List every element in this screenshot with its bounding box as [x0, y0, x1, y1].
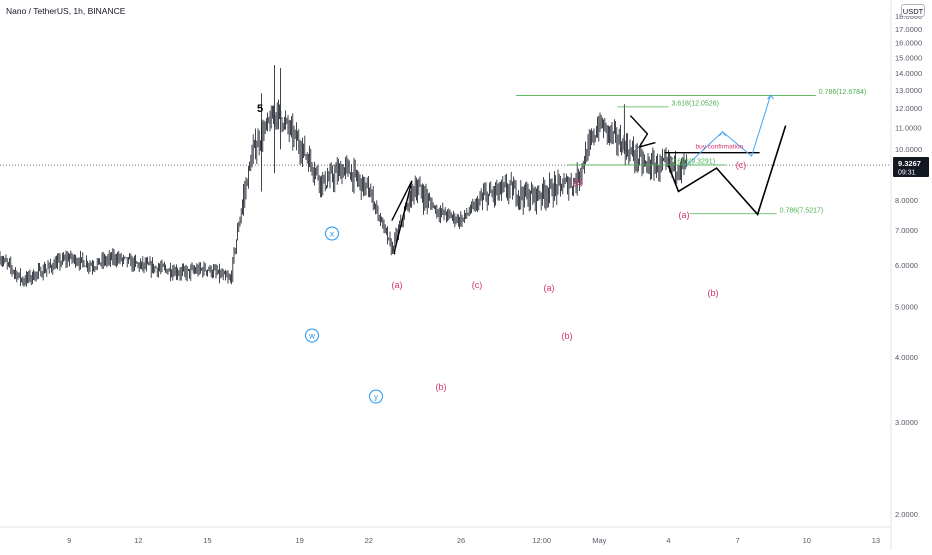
wave-label: (a) [544, 283, 555, 293]
alternate-arrow-a [719, 130, 726, 137]
symbol-exchange: BINANCE [87, 6, 126, 16]
price-tick-label: 3.0000 [895, 418, 918, 427]
price-axis-border [0, 0, 892, 550]
wave-label: (c) [573, 177, 584, 187]
time-tick-label: 12 [134, 536, 142, 545]
price-tick-label: 10.0000 [895, 145, 922, 154]
wedge-pattern [391, 180, 413, 255]
fib-level-label: 0.786(7.5217) [780, 207, 824, 214]
wave-label: (a) [392, 280, 403, 290]
price-tick-label: 15.0000 [895, 53, 922, 62]
countdown-label: 09:31 [898, 170, 916, 177]
wave-label: 5 [257, 103, 263, 115]
wave-label: (a) [679, 210, 690, 220]
time-tick-label: 22 [365, 536, 373, 545]
fib-level-label: 0.786(12.6784) [819, 89, 866, 96]
drawings-layer [0, 94, 891, 255]
fib-level-label: 0.618(9.3291) [671, 158, 715, 165]
wave-label: x [330, 230, 334, 239]
time-tick-label: 9 [67, 536, 71, 545]
fib-level-label: 3.618(12.0526) [671, 100, 718, 107]
price-tick-label: 8.0000 [895, 196, 918, 205]
time-tick-label: 12:00 [532, 536, 551, 545]
alternate-path [686, 94, 772, 167]
projection-path [667, 125, 787, 217]
alternate-arrow-c [767, 94, 775, 100]
wave-label: (b) [562, 331, 573, 341]
price-axis[interactable]: 18.000017.000016.000015.000014.000013.00… [893, 12, 929, 519]
price-tick-label: 14.0000 [895, 69, 922, 78]
symbol-title: Nano / TetherUS, 1h, BINANCE [6, 6, 126, 16]
time-tick-label: 13 [872, 536, 880, 545]
time-tick-label: 15 [203, 536, 211, 545]
wave-label: w [308, 332, 315, 341]
time-axis[interactable]: 9 12 15 19 22 26 12:00 May 4 7 10 13 [67, 536, 880, 545]
time-tick-label: May [592, 536, 606, 545]
buy-confirmation-label: buy confirmation [696, 144, 744, 151]
price-tick-label: 13.0000 [895, 86, 922, 95]
price-tick-label: 5.0000 [895, 302, 918, 311]
wave-label: (c) [736, 160, 747, 170]
current-price-badge [893, 157, 929, 178]
symbol-interval: 1h [73, 6, 83, 16]
price-tick-label: 11.0000 [895, 124, 922, 133]
time-tick-label: 10 [803, 536, 811, 545]
price-tick-label: 17.0000 [895, 25, 922, 34]
price-tick-label: 2.0000 [895, 510, 918, 519]
price-tick-label: 16.0000 [895, 39, 922, 48]
time-tick-label: 26 [457, 536, 465, 545]
symbol-name: Nano / TetherUS [6, 6, 69, 16]
current-price-label: 9.3267 [898, 159, 921, 168]
wave-label: (b) [708, 288, 719, 298]
wave-circle [325, 226, 339, 241]
time-tick-label: 19 [295, 536, 303, 545]
currency-button[interactable]: USDT [901, 4, 925, 17]
wave-label: (c) [472, 280, 483, 290]
wave-label: y [374, 393, 378, 402]
price-tick-label: 6.0000 [895, 261, 918, 270]
price-tick-label: 12.0000 [895, 104, 922, 113]
price-tick-label: 7.0000 [895, 226, 918, 235]
wave-label: (b) [436, 382, 447, 392]
wave-circle [369, 389, 383, 404]
labels-layer: 0.786(12.6784) 3.618(12.0526) 0.618(9.3291… [257, 89, 866, 404]
wave-circle [305, 328, 319, 343]
candles-layer [0, 65, 687, 287]
time-tick-label: 4 [666, 536, 670, 545]
time-tick-label: 7 [736, 536, 740, 545]
triangle-pattern [629, 115, 656, 149]
price-tick-label: 4.0000 [895, 353, 918, 362]
